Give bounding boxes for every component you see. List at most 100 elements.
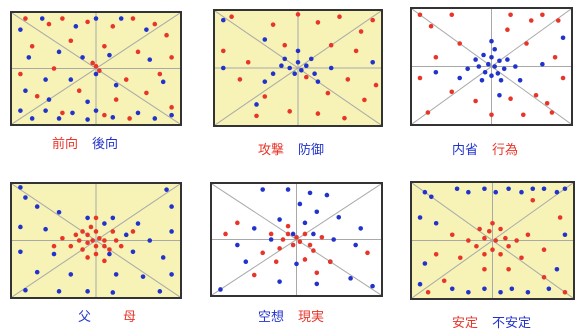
caption-4-label-b: 母: [123, 310, 137, 325]
data-point: [270, 71, 276, 76]
data-point: [110, 290, 116, 295]
data-point: [449, 286, 455, 292]
data-point: [93, 108, 99, 113]
data-point: [457, 75, 462, 81]
data-point: [218, 287, 223, 292]
data-point: [277, 279, 282, 284]
data-point: [315, 111, 321, 116]
data-point: [85, 289, 90, 294]
scatter-plot-2: [215, 11, 381, 125]
data-point: [297, 201, 303, 207]
caption-5: 空想 現実: [258, 306, 324, 325]
data-point: [557, 215, 563, 220]
scatter-panel-2: [213, 9, 383, 127]
data-point: [169, 229, 174, 234]
data-point: [34, 269, 40, 275]
data-point: [562, 186, 568, 192]
data-point: [503, 235, 508, 241]
data-point: [449, 12, 455, 18]
data-point: [85, 255, 90, 260]
data-point: [353, 242, 358, 248]
data-point: [441, 278, 447, 284]
data-point: [465, 66, 470, 72]
data-point: [517, 78, 523, 83]
data-point: [85, 215, 90, 221]
data-point: [292, 71, 297, 76]
data-point: [254, 102, 259, 107]
data-point: [135, 49, 141, 55]
caption-2: 攻撃 防御: [258, 139, 324, 158]
data-point: [221, 65, 226, 71]
data-point: [123, 232, 129, 238]
data-point: [260, 187, 265, 192]
data-point: [528, 18, 534, 23]
caption-1-label-b: 後向: [92, 137, 119, 152]
data-point: [370, 283, 375, 289]
data-point: [169, 112, 174, 118]
data-point: [18, 249, 23, 255]
data-point: [290, 231, 296, 237]
data-point: [221, 17, 226, 23]
data-point: [466, 189, 471, 195]
data-point: [51, 243, 57, 249]
data-point: [221, 48, 226, 54]
data-point: [458, 255, 463, 261]
data-point: [93, 63, 99, 69]
data-point: [107, 52, 112, 58]
data-point: [498, 226, 503, 232]
data-point: [287, 109, 292, 114]
data-point: [107, 251, 112, 257]
data-point: [144, 90, 149, 96]
data-point: [417, 12, 423, 18]
data-point: [370, 17, 375, 23]
data-point: [519, 189, 524, 195]
data-point: [130, 229, 136, 234]
data-point: [422, 189, 428, 195]
data-point: [489, 38, 494, 44]
data-point: [473, 98, 478, 104]
data-point: [90, 238, 95, 243]
data-point: [73, 232, 79, 238]
data-point: [110, 215, 116, 221]
data-point: [73, 24, 79, 29]
data-point: [169, 105, 174, 110]
data-point: [477, 226, 482, 232]
data-point: [501, 66, 507, 72]
scatter-panel-5: [210, 182, 383, 297]
data-point: [56, 116, 62, 121]
data-point: [93, 229, 99, 234]
data-point: [486, 229, 492, 234]
data-point: [417, 215, 423, 220]
data-point: [555, 18, 561, 23]
data-point: [482, 286, 487, 292]
data-point: [169, 55, 174, 60]
data-point: [23, 88, 28, 93]
scatter-panel-1: [10, 11, 182, 126]
data-point: [312, 71, 317, 76]
data-point: [425, 289, 431, 295]
data-point: [466, 289, 471, 295]
data-point: [93, 16, 99, 21]
data-point: [260, 250, 265, 256]
data-point: [433, 252, 439, 257]
data-point: [282, 42, 288, 48]
data-point: [457, 41, 462, 46]
data-point: [147, 57, 153, 62]
data-point: [85, 99, 90, 105]
data-point: [147, 238, 153, 243]
data-point: [319, 234, 325, 240]
caption-3: 内省 行為: [452, 139, 518, 158]
data-point: [23, 195, 28, 200]
data-point: [280, 237, 286, 242]
data-point: [152, 21, 158, 27]
caption-4-label-a: 父: [78, 310, 92, 325]
data-point: [540, 61, 545, 67]
data-point: [110, 24, 116, 29]
data-point: [514, 238, 519, 243]
data-point: [29, 44, 35, 49]
data-point: [519, 255, 524, 261]
data-point: [541, 247, 547, 252]
data-point: [93, 71, 99, 77]
data-point: [130, 16, 136, 21]
data-point: [506, 243, 511, 249]
